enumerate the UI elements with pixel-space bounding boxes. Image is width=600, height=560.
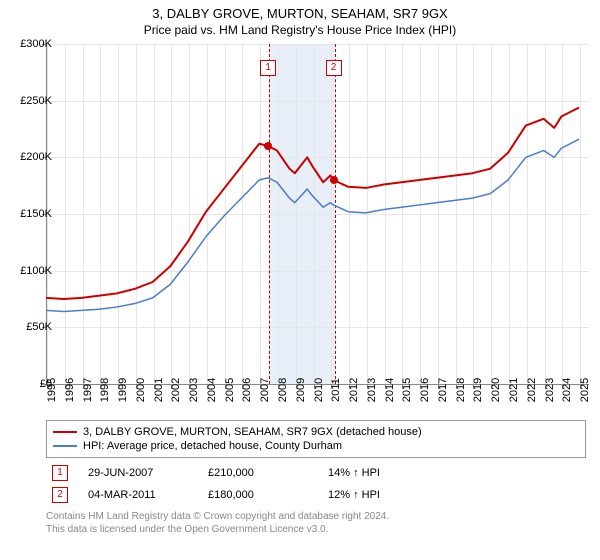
- legend-swatch: [53, 431, 77, 433]
- chart-container: 3, DALBY GROVE, MURTON, SEAHAM, SR7 9GX …: [0, 0, 600, 560]
- xtick-label: 2023: [544, 378, 556, 402]
- footer: Contains HM Land Registry data © Crown c…: [46, 510, 586, 536]
- sale-date: 29-JUN-2007: [88, 467, 188, 479]
- sale-dot: [264, 142, 272, 150]
- xtick-label: 2011: [330, 378, 342, 402]
- xtick-label: 2008: [277, 378, 289, 402]
- sales-table: 1 29-JUN-2007 £210,000 14% ↑ HPI 2 04-MAR-201…: [46, 462, 586, 506]
- sale-index-box: 1: [52, 465, 68, 481]
- legend-label: HPI: Average price, detached house, Coun…: [83, 440, 342, 452]
- ytick-label: £250K: [20, 95, 52, 107]
- sale-dot: [330, 176, 338, 184]
- xtick-label: 2022: [526, 378, 538, 402]
- xtick-label: 2025: [579, 378, 591, 402]
- sale-row: 2 04-MAR-2011 £180,000 12% ↑ HPI: [46, 484, 586, 506]
- xtick-label: 2009: [295, 378, 307, 402]
- xtick-label: 2015: [401, 378, 413, 402]
- xtick-label: 2001: [153, 378, 165, 402]
- xtick-label: 2019: [472, 378, 484, 402]
- sale-date: 04-MAR-2011: [88, 489, 188, 501]
- legend-item: HPI: Average price, detached house, Coun…: [53, 439, 579, 453]
- xtick-label: 2003: [188, 378, 200, 402]
- sale-row: 1 29-JUN-2007 £210,000 14% ↑ HPI: [46, 462, 586, 484]
- legend-item: 3, DALBY GROVE, MURTON, SEAHAM, SR7 9GX …: [53, 425, 579, 439]
- legend-label: 3, DALBY GROVE, MURTON, SEAHAM, SR7 9GX …: [83, 426, 422, 438]
- xtick-label: 2004: [206, 378, 218, 402]
- footer-line-1: Contains HM Land Registry data © Crown c…: [46, 510, 586, 523]
- xtick-label: 1996: [64, 378, 76, 402]
- ytick-label: £0: [40, 378, 52, 390]
- xtick-label: 2017: [437, 378, 449, 402]
- xtick-label: 2002: [170, 378, 182, 402]
- ytick-label: £150K: [20, 208, 52, 220]
- sale-delta: 12% ↑ HPI: [328, 489, 428, 501]
- xtick-label: 2012: [348, 378, 360, 402]
- xtick-label: 2018: [455, 378, 467, 402]
- xtick-label: 2000: [135, 378, 147, 402]
- xtick-label: 2014: [384, 378, 396, 402]
- xtick-label: 2021: [508, 378, 520, 402]
- sale-marker: 2: [326, 60, 342, 76]
- legend-box: 3, DALBY GROVE, MURTON, SEAHAM, SR7 9GX …: [46, 420, 586, 458]
- ytick-label: £200K: [20, 151, 52, 163]
- sale-index-box: 2: [52, 487, 68, 503]
- xtick-label: 2010: [313, 378, 325, 402]
- xtick-label: 2020: [490, 378, 502, 402]
- xtick-label: 2005: [224, 378, 236, 402]
- xtick-label: 2013: [366, 378, 378, 402]
- series-line: [46, 107, 579, 299]
- sale-price: £210,000: [208, 467, 308, 479]
- xtick-label: 1997: [82, 378, 94, 402]
- plot-area: 1995199619971998199920002001200220032004…: [46, 44, 588, 384]
- chart-subtitle: Price paid vs. HM Land Registry's House …: [0, 21, 600, 41]
- sale-delta: 14% ↑ HPI: [328, 467, 428, 479]
- xtick-label: 2007: [259, 378, 271, 402]
- ytick-label: £300K: [20, 38, 52, 50]
- sale-marker: 1: [260, 60, 276, 76]
- chart-title: 3, DALBY GROVE, MURTON, SEAHAM, SR7 9GX: [0, 0, 600, 21]
- ytick-label: £100K: [20, 265, 52, 277]
- xtick-label: 2016: [419, 378, 431, 402]
- footer-line-2: This data is licensed under the Open Gov…: [46, 523, 586, 536]
- xtick-label: 1998: [99, 378, 111, 402]
- sale-price: £180,000: [208, 489, 308, 501]
- ytick-label: £50K: [26, 321, 52, 333]
- xtick-label: 2006: [241, 378, 253, 402]
- xtick-label: 2024: [561, 378, 573, 402]
- xtick-label: 1999: [117, 378, 129, 402]
- legend-swatch: [53, 445, 77, 447]
- chart-lines-svg: [46, 44, 588, 384]
